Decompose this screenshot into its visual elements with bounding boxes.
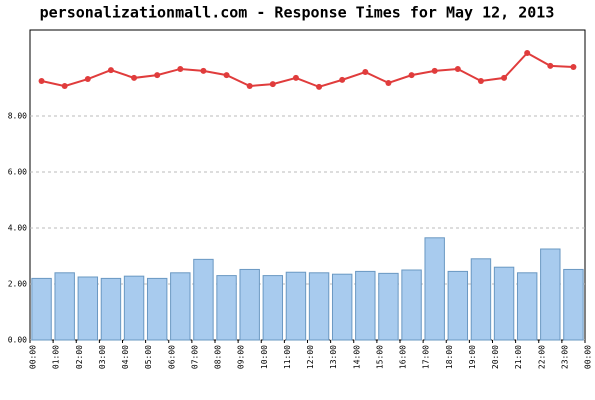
point xyxy=(154,72,161,79)
x-tick-label: 10:00 xyxy=(260,345,269,369)
point xyxy=(38,78,45,84)
x-tick-label: 08:00 xyxy=(214,345,223,369)
bar xyxy=(285,271,307,341)
bar xyxy=(563,268,584,341)
x-tick-label: 09:00 xyxy=(237,345,246,369)
bar xyxy=(77,276,99,341)
x-tick-label: 05:00 xyxy=(144,345,153,369)
bar xyxy=(262,275,284,341)
y-tick-label: 6.00 xyxy=(8,168,27,177)
point xyxy=(246,83,253,90)
chart-title: personalizationmall.com - Response Times… xyxy=(40,4,555,22)
x-tick-label: 19:00 xyxy=(468,345,477,369)
bar xyxy=(470,258,492,341)
bar xyxy=(146,277,168,341)
point xyxy=(223,72,230,79)
bar xyxy=(193,258,214,341)
bar xyxy=(378,272,399,341)
point xyxy=(177,65,184,72)
x-tick-label: 12:00 xyxy=(306,345,315,369)
point xyxy=(524,50,531,56)
x-tick-label: 03:00 xyxy=(98,345,107,369)
y-tick-label: 0.00 xyxy=(8,336,27,345)
bar xyxy=(401,269,422,341)
bar xyxy=(516,272,538,341)
bar xyxy=(31,277,52,341)
x-tick-label: 20:00 xyxy=(491,345,500,369)
point xyxy=(61,83,68,90)
x-tick-label: 00:00 xyxy=(29,345,38,369)
y-tick-label: 2.00 xyxy=(8,280,27,289)
bar xyxy=(447,270,469,341)
bar xyxy=(123,275,145,341)
x-tick-label: 04:00 xyxy=(121,345,130,369)
line xyxy=(41,51,574,88)
bar xyxy=(331,273,353,341)
x-tick-label: 23:00 xyxy=(560,345,569,369)
point xyxy=(454,65,461,72)
x-tick-label: 01:00 xyxy=(52,345,61,369)
x-tick-label: 02:00 xyxy=(75,345,84,369)
bar xyxy=(100,277,122,341)
x-tick-label: 18:00 xyxy=(445,345,454,369)
bar xyxy=(493,266,515,341)
point xyxy=(501,74,508,81)
bar xyxy=(170,272,191,341)
y-tick-label: 8.00 xyxy=(8,112,27,121)
point xyxy=(408,72,415,79)
x-tick-label: 16:00 xyxy=(399,345,408,369)
bar xyxy=(308,272,330,341)
point xyxy=(547,62,554,69)
x-tick-label: 00:00 xyxy=(584,345,593,369)
point xyxy=(431,67,438,74)
point xyxy=(292,74,299,81)
point xyxy=(385,79,392,86)
point xyxy=(131,74,138,81)
point xyxy=(339,76,346,83)
y-tick-label: 4.00 xyxy=(8,224,27,233)
point xyxy=(269,81,276,88)
bar xyxy=(355,270,376,341)
x-tick-label: 13:00 xyxy=(329,345,338,369)
point xyxy=(84,76,91,83)
bar xyxy=(216,275,237,341)
point xyxy=(200,67,207,74)
point xyxy=(477,78,484,84)
point xyxy=(107,67,114,74)
point xyxy=(316,83,323,90)
x-tick-label: 15:00 xyxy=(375,345,384,369)
x-tick-label: 21:00 xyxy=(514,345,523,369)
x-tick-label: 22:00 xyxy=(537,345,546,369)
bar xyxy=(54,272,75,341)
bar xyxy=(540,248,561,341)
bar xyxy=(239,268,260,341)
point xyxy=(570,64,577,70)
x-tick-label: 06:00 xyxy=(167,345,176,369)
x-tick-label: 11:00 xyxy=(283,345,292,369)
bar xyxy=(424,237,445,341)
point xyxy=(362,69,369,76)
x-tick-label: 14:00 xyxy=(352,345,361,369)
x-tick-label: 17:00 xyxy=(422,345,431,369)
x-tick-label: 07:00 xyxy=(190,345,199,369)
